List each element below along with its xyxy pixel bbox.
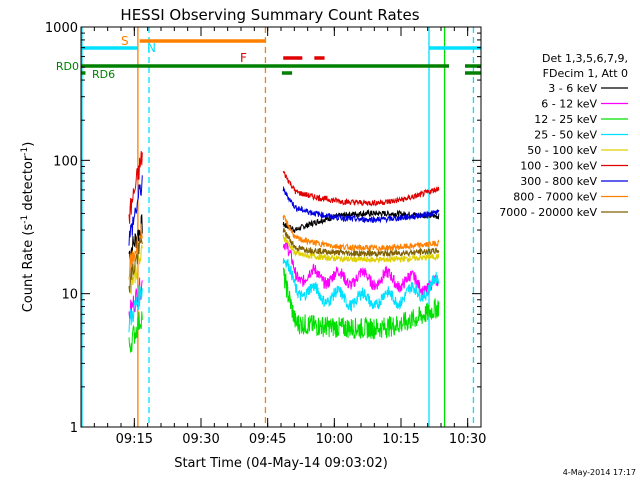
x-tick-label: 09:30	[182, 432, 219, 447]
vertical-markers	[81, 27, 475, 427]
y-axis-label-sup1: -1	[20, 215, 30, 224]
flag-s-label: S	[121, 34, 129, 48]
series-line-segment-a	[128, 150, 143, 224]
series-line-segment-a	[128, 285, 143, 333]
render-timestamp: 4-May-2014 17:17	[563, 468, 636, 477]
x-tick-label: 10:30	[449, 432, 486, 447]
legend-entry-label: 12 - 25 keV	[534, 113, 597, 126]
series-line-segment-b	[282, 185, 440, 224]
y-axis-label-part3: )	[21, 142, 36, 147]
flag-rd6-label: RD6	[92, 68, 115, 81]
flag-n-label: N	[147, 41, 156, 55]
series-line-segment-b	[282, 208, 440, 234]
series-line-segment-a	[128, 237, 143, 293]
x-tick-label: 10:15	[382, 432, 419, 447]
series-line-segment-a	[128, 175, 143, 246]
y-axis-ticks: 1 10 100 1000	[45, 21, 481, 436]
legend-entry-label: 3 - 6 keV	[548, 82, 597, 95]
x-tick-label: 09:45	[249, 432, 286, 447]
legend-header-line2: FDecim 1, Att 0	[543, 67, 628, 80]
y-tick-label: 100	[53, 154, 78, 169]
chart-title: HESSI Observing Summary Count Rates	[120, 6, 419, 24]
flag-rd0-label: RD0	[56, 60, 79, 73]
legend-entry-label: 7000 - 20000 keV	[499, 206, 597, 219]
x-tick-label: 10:00	[316, 432, 353, 447]
y-tick-label: 1000	[45, 21, 78, 36]
y-axis-label-part1: Count Rate (s	[21, 224, 36, 313]
series-line-segment-b	[282, 226, 440, 258]
y-axis-label-sup2: -1	[20, 147, 30, 156]
legend-entry-label: 800 - 7000 keV	[513, 191, 597, 204]
series-line-segment-a	[128, 311, 143, 353]
x-axis-label: Start Time (04-May-14 09:03:02)	[174, 456, 388, 471]
series-lines	[128, 150, 440, 353]
legend-entry-label: 300 - 800 keV	[520, 175, 597, 188]
legend: Det 1,3,5,6,7,9, FDecim 1, Att 0 3 - 6 k…	[499, 52, 628, 219]
series-line-segment-b	[282, 258, 440, 312]
series-line-segment-b	[282, 170, 440, 207]
y-tick-label: 1	[70, 421, 78, 436]
flag-f-label: F	[240, 51, 247, 65]
legend-entry-label: 50 - 100 keV	[527, 144, 597, 157]
x-axis-ticks: 09:15 09:30 09:45 10:00 10:15 10:30	[80, 27, 486, 447]
series-line-segment-b	[282, 234, 440, 264]
state-flags	[81, 39, 481, 75]
legend-entry-label: 100 - 300 keV	[520, 160, 597, 173]
series-line-segment-a	[128, 244, 143, 295]
x-tick-label: 09:15	[116, 432, 153, 447]
legend-entry-label: 25 - 50 keV	[534, 129, 597, 142]
series-line-segment-b	[282, 267, 440, 340]
series-line-segment-b	[282, 214, 440, 253]
y-tick-label: 10	[61, 288, 78, 303]
legend-header-line1: Det 1,3,5,6,7,9,	[542, 52, 628, 65]
series-line-segment-b	[282, 240, 440, 297]
y-axis-label: Count Rate (s-1 detector-1)	[20, 142, 36, 313]
legend-entry-label: 6 - 12 keV	[541, 98, 597, 111]
y-axis-label-part2: detector	[21, 155, 36, 215]
